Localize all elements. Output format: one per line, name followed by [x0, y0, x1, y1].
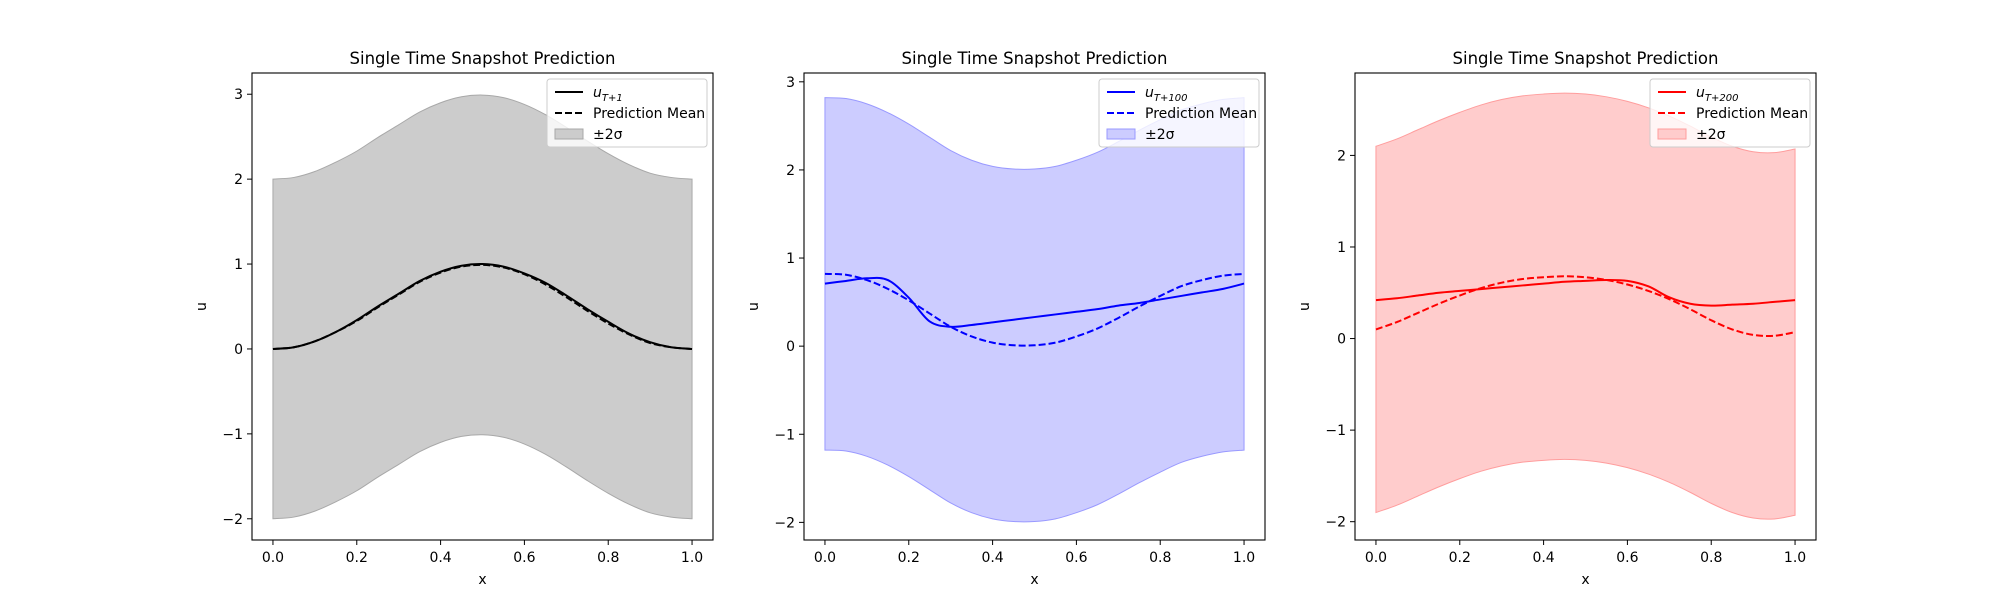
legend-box [1649, 78, 1811, 148]
y-tick-label: 1 [786, 251, 795, 267]
x-tick-label: 0.8 [1700, 550, 1722, 566]
x-tick-label: 0.0 [814, 550, 836, 566]
x-tick-label: 0.2 [1449, 550, 1471, 566]
axes-frame [803, 72, 1266, 541]
x-tick-label: 1.0 [1233, 550, 1255, 566]
y-tick-label: 0 [1337, 332, 1346, 348]
legend-band-swatch [554, 128, 584, 140]
y-tick-label: 1 [234, 257, 243, 273]
legend-true-solution-label: uT+1 [593, 85, 623, 104]
legend-true-solution-main: u [593, 85, 602, 101]
y-axis-label: u [746, 302, 762, 311]
chart-title: Single Time Snapshot Prediction [1453, 49, 1719, 68]
y-tick-label: 3 [234, 87, 243, 103]
legend-band-label: ±2σ [1145, 127, 1175, 143]
chart-panel-2: 0.0 0.2 0.4 0.6 0.8 1.0 −2 −1 0 1 2 3 Single Time Sn… [746, 49, 1266, 588]
y-tick-label: −2 [1325, 515, 1346, 531]
chart-title: Single Time Snapshot Prediction [350, 49, 616, 68]
prediction-mean-line [1375, 275, 1796, 338]
y-axis-label: u [1297, 302, 1313, 311]
prediction-mean-line [272, 263, 693, 350]
x-axis-label: x [478, 572, 486, 588]
legend-true-solution-label: uT+100 [1145, 85, 1187, 104]
x-tick-label: 0.8 [597, 550, 619, 566]
x-tick-label: 0.4 [1532, 550, 1554, 566]
legend-box [1098, 78, 1260, 148]
confidence-band [1375, 92, 1796, 520]
legend-band-label: ±2σ [1696, 127, 1726, 143]
legend-true-solution-label: uT+200 [1696, 85, 1738, 104]
legend-prediction-mean-label: Prediction Mean [593, 106, 705, 122]
y-tick-label: −1 [774, 427, 795, 443]
axes-frame [1354, 72, 1817, 541]
y-tick-label: 2 [1337, 148, 1346, 164]
legend-true-solution-subscript: T+200 [1705, 93, 1739, 104]
x-tick-label: 0.6 [1065, 550, 1087, 566]
legend-true-solution-subscript: T+100 [1154, 93, 1188, 104]
chart-title: Single Time Snapshot Prediction [902, 49, 1168, 68]
confidence-band [824, 97, 1245, 523]
x-tick-label: 0.4 [429, 550, 451, 566]
x-tick-label: 0.2 [346, 550, 368, 566]
legend-true-solution-main: u [1145, 85, 1154, 101]
x-tick-label: 0.0 [262, 550, 284, 566]
legend-band-label: ±2σ [593, 127, 623, 143]
y-tick-label: −2 [774, 515, 795, 531]
y-tick-label: 0 [234, 342, 243, 358]
true-solution-line [824, 276, 1245, 328]
x-axis-label: x [1581, 572, 1589, 588]
chart-panel-3: 0.0 0.2 0.4 0.6 0.8 1.0 −2 −1 0 1 2 Single Time Sna… [1297, 49, 1817, 588]
y-tick-label: 2 [234, 172, 243, 188]
prediction-mean-line [824, 272, 1245, 347]
y-tick-label: 2 [786, 163, 795, 179]
confidence-band [272, 94, 693, 520]
legend: uT+200 Prediction Mean ±2σ [1649, 78, 1811, 148]
x-tick-label: 0.0 [1365, 550, 1387, 566]
y-tick-label: 3 [786, 75, 795, 91]
x-tick-label: 1.0 [681, 550, 703, 566]
x-tick-label: 0.6 [513, 550, 535, 566]
legend: uT+1 Prediction Mean ±2σ [546, 78, 708, 148]
axes-frame [251, 72, 714, 541]
legend-band-swatch [1657, 128, 1687, 140]
y-axis-label: u [194, 302, 210, 311]
legend-true-solution-subscript: T+1 [602, 93, 623, 104]
x-tick-label: 0.4 [981, 550, 1003, 566]
x-tick-label: 0.8 [1149, 550, 1171, 566]
x-tick-label: 0.2 [898, 550, 920, 566]
legend-prediction-mean-label: Prediction Mean [1145, 106, 1257, 122]
y-tick-label: 0 [786, 339, 795, 355]
legend-band-swatch [1106, 128, 1136, 140]
legend-true-solution-main: u [1696, 85, 1705, 101]
legend-box [546, 78, 708, 148]
y-tick-label: −2 [222, 512, 243, 528]
legend-prediction-mean-label: Prediction Mean [1696, 106, 1808, 122]
y-tick-label: −1 [1325, 423, 1346, 439]
y-tick-label: −1 [222, 427, 243, 443]
legend: uT+100 Prediction Mean ±2σ [1098, 78, 1260, 148]
chart-panel-1: 0.0 0.2 0.4 0.6 0.8 1.0 −2 −1 0 1 2 3 Single Time Sn… [194, 49, 714, 588]
x-tick-label: 0.6 [1616, 550, 1638, 566]
true-solution-line [1375, 278, 1796, 307]
x-axis-label: x [1030, 572, 1038, 588]
x-tick-label: 1.0 [1784, 550, 1806, 566]
y-tick-label: 1 [1337, 240, 1346, 256]
